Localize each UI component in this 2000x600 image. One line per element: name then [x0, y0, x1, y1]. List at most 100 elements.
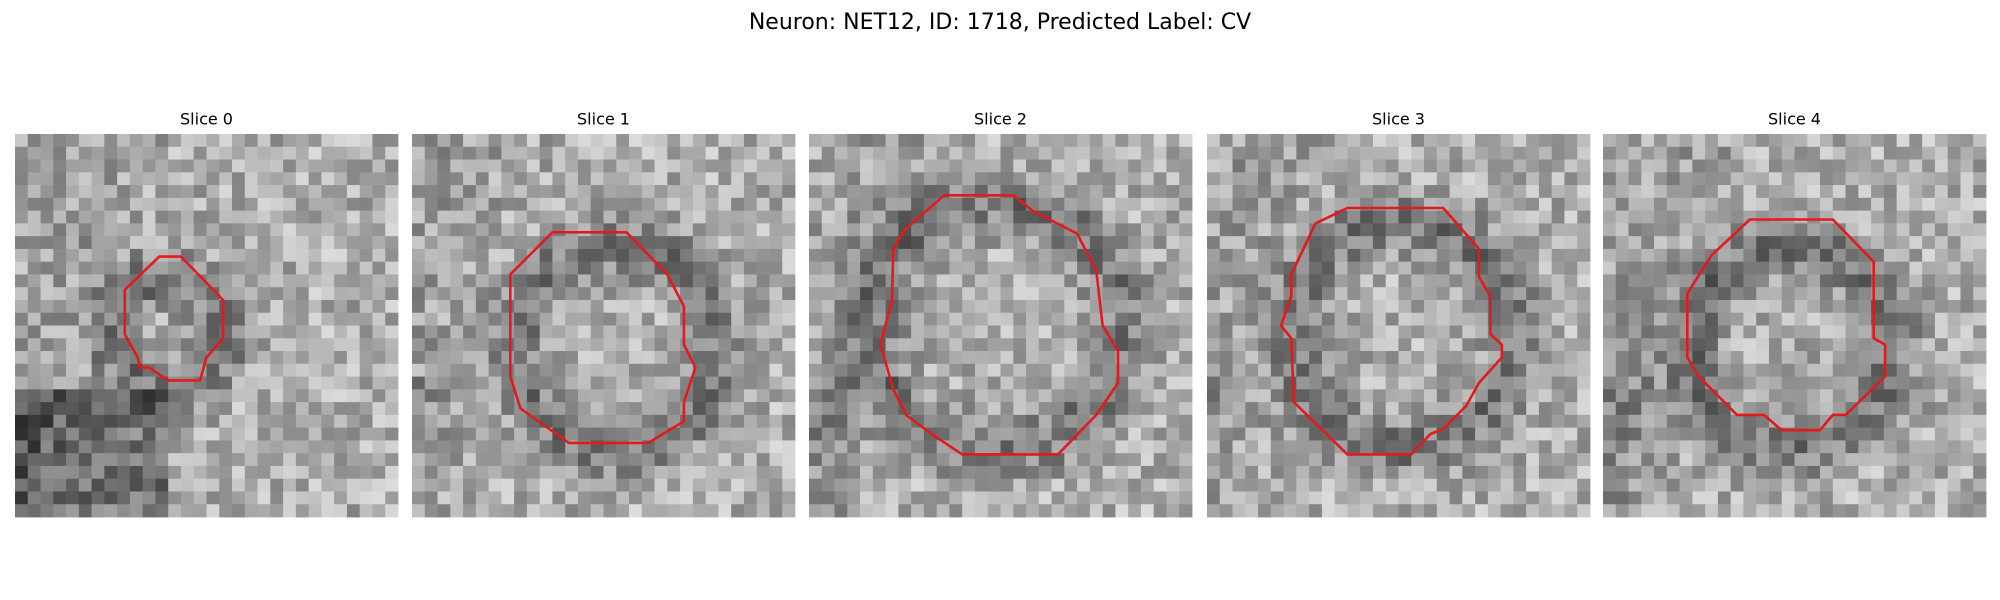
- pixel: [40, 146, 54, 160]
- pixel: [321, 478, 335, 492]
- pixel: [1883, 287, 1898, 301]
- pixel: [962, 210, 976, 224]
- pixel: [1424, 363, 1438, 377]
- pixel: [577, 465, 592, 480]
- pixel: [66, 325, 80, 339]
- pixel: [1922, 465, 1936, 480]
- pixel: [1283, 414, 1297, 429]
- pixel: [1232, 299, 1246, 314]
- pixel: [769, 376, 783, 390]
- pixel: [974, 351, 989, 365]
- pixel: [1102, 465, 1116, 480]
- pixel: [1947, 172, 1961, 186]
- pixel: [1128, 440, 1142, 454]
- pixel: [1603, 287, 1617, 301]
- pixel: [1564, 248, 1578, 263]
- pixel: [1577, 274, 1591, 288]
- pixel: [1973, 465, 1987, 480]
- pixel: [898, 236, 912, 250]
- pixel: [923, 261, 938, 275]
- pixel: [412, 351, 426, 365]
- pixel: [257, 312, 271, 326]
- pixel: [1768, 312, 1783, 326]
- pixel: [654, 491, 668, 505]
- pixel: [1756, 134, 1770, 148]
- pixel: [168, 363, 182, 377]
- pixel: [180, 299, 195, 314]
- pixel: [1334, 185, 1348, 199]
- pixel: [1424, 172, 1438, 186]
- pixel: [616, 236, 630, 250]
- pixel: [885, 402, 899, 416]
- pixel: [1258, 287, 1272, 301]
- pixel: [1513, 402, 1527, 416]
- pixel: [142, 414, 156, 429]
- pixel: [1641, 248, 1655, 263]
- pixel: [193, 299, 207, 314]
- pixel: [962, 274, 976, 288]
- pixel: [1513, 134, 1527, 148]
- pixel: [590, 338, 604, 352]
- pixel: [821, 172, 835, 186]
- pixel: [769, 210, 783, 224]
- pixel: [321, 414, 335, 429]
- pixel: [1166, 465, 1180, 480]
- pixel: [1577, 402, 1591, 416]
- pixel: [1500, 325, 1514, 339]
- pixel: [974, 287, 989, 301]
- pixel: [1398, 261, 1412, 275]
- pixel: [616, 134, 630, 148]
- pixel: [1871, 478, 1885, 492]
- pixel: [565, 287, 579, 301]
- pixel: [1166, 299, 1180, 314]
- pixel: [437, 210, 451, 224]
- pixel: [654, 134, 668, 148]
- pixel: [463, 299, 477, 314]
- pixel: [782, 236, 796, 250]
- pixel: [552, 402, 566, 416]
- pixel: [1513, 146, 1527, 160]
- pixel: [1398, 146, 1412, 160]
- pixel: [1871, 504, 1885, 518]
- pixel: [526, 478, 541, 492]
- pixel: [1551, 197, 1565, 211]
- pixel: [1026, 172, 1040, 186]
- pixel: [641, 134, 655, 148]
- pixel: [1615, 185, 1629, 199]
- pixel: [1781, 440, 1795, 454]
- pixel: [1449, 248, 1463, 263]
- pixel: [1909, 185, 1923, 199]
- pixel: [1909, 172, 1923, 186]
- pixel: [180, 376, 195, 390]
- pixel: [1385, 363, 1399, 377]
- pixel: [1628, 299, 1642, 314]
- pixel: [244, 402, 258, 416]
- pixel: [412, 465, 426, 480]
- pixel: [860, 261, 874, 275]
- pixel: [206, 134, 220, 148]
- pixel: [15, 261, 29, 275]
- pixel: [1934, 312, 1949, 326]
- pixel: [53, 465, 67, 480]
- pixel: [680, 248, 694, 263]
- pixel: [1385, 210, 1399, 224]
- pixel: [1896, 159, 1910, 173]
- pixel: [1794, 338, 1808, 352]
- pixel: [782, 197, 796, 211]
- pixel: [1321, 414, 1336, 429]
- pixel: [1360, 210, 1374, 224]
- pixel: [1089, 210, 1104, 224]
- pixel: [1654, 287, 1668, 301]
- pixel: [1334, 338, 1348, 352]
- pixel: [450, 351, 464, 365]
- pixel: [66, 491, 80, 505]
- pixel: [641, 363, 655, 377]
- pixel: [308, 465, 322, 480]
- pixel: [1321, 465, 1336, 480]
- pixel: [809, 478, 823, 492]
- pixel: [860, 338, 874, 352]
- pixel: [244, 134, 258, 148]
- pixel: [1089, 414, 1104, 429]
- pixel: [412, 134, 426, 148]
- pixel: [424, 491, 438, 505]
